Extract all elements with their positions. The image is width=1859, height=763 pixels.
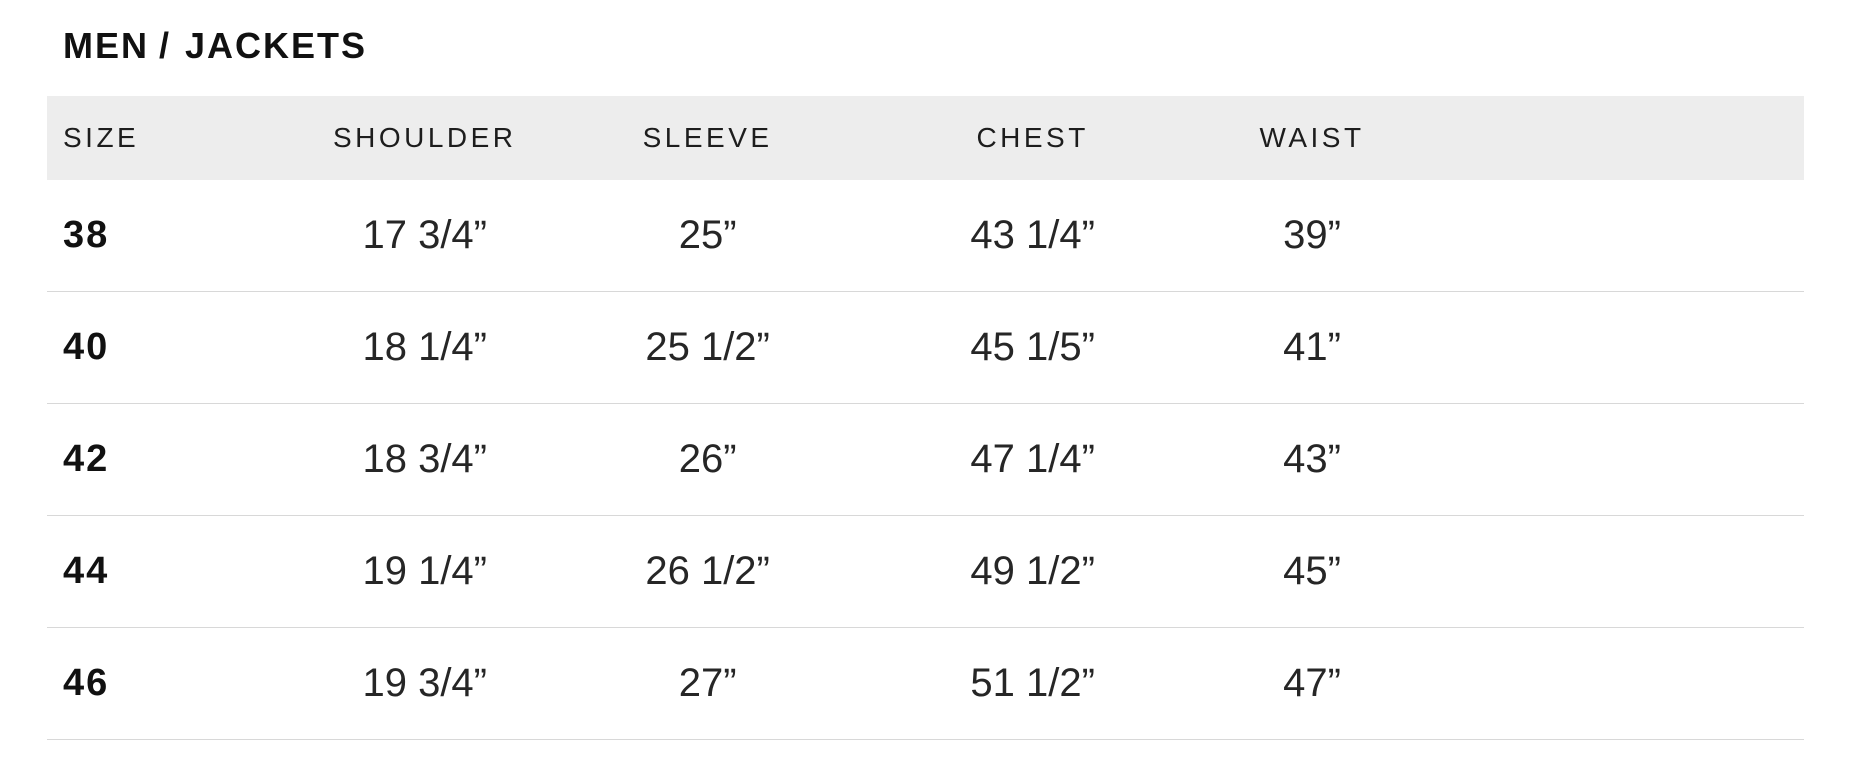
cell-sleeve: 26” <box>678 436 737 481</box>
table-row: 40 18 1/4” 25 1/2” 45 1/5” 41” <box>47 292 1804 404</box>
cell-size: 40 <box>63 325 110 368</box>
column-header-chest: CHEST <box>976 121 1089 153</box>
cell-waist: 43” <box>1283 436 1341 481</box>
column-header-shoulder: SHOULDER <box>332 121 517 153</box>
breadcrumb: MEN / JACKETS <box>0 0 1859 66</box>
cell-sleeve: 27” <box>678 660 737 705</box>
cell-sleeve: 25 1/2” <box>645 324 770 369</box>
cell-chest: 45 1/5” <box>970 324 1095 369</box>
cell-shoulder: 18 1/4” <box>362 324 487 369</box>
cell-waist: 47” <box>1283 660 1341 705</box>
table-row: 42 18 3/4” 26” 47 1/4” 43” <box>47 404 1804 516</box>
size-chart-table: SIZE SHOULDER SLEEVE CHEST WAIST 38 17 3… <box>47 95 1804 740</box>
breadcrumb-item: JACKETS <box>185 25 368 66</box>
cell-waist: 45” <box>1283 548 1341 593</box>
cell-size: 46 <box>63 661 110 704</box>
cell-waist: 41” <box>1283 324 1341 369</box>
cell-size: 42 <box>63 437 110 480</box>
cell-shoulder: 19 1/4” <box>362 548 487 593</box>
cell-shoulder: 17 3/4” <box>362 212 487 257</box>
table-body: 38 17 3/4” 25” 43 1/4” 39” 40 18 1/4” 25… <box>47 180 1804 740</box>
column-header-waist: WAIST <box>1259 121 1365 153</box>
breadcrumb-separator: / <box>159 25 172 66</box>
table-row: 46 19 3/4” 27” 51 1/2” 47” <box>47 628 1804 740</box>
cell-size: 44 <box>63 549 110 592</box>
breadcrumb-category: MEN <box>63 25 149 66</box>
cell-shoulder: 19 3/4” <box>362 660 487 705</box>
table-row: 44 19 1/4” 26 1/2” 49 1/2” 45” <box>47 516 1804 628</box>
column-header-size: SIZE <box>63 121 140 153</box>
cell-chest: 43 1/4” <box>970 212 1095 257</box>
cell-chest: 51 1/2” <box>970 660 1095 705</box>
cell-size: 38 <box>63 213 110 256</box>
cell-sleeve: 26 1/2” <box>645 548 770 593</box>
cell-chest: 49 1/2” <box>970 548 1095 593</box>
table-header-row: SIZE SHOULDER SLEEVE CHEST WAIST <box>47 95 1804 180</box>
cell-shoulder: 18 3/4” <box>362 436 487 481</box>
cell-waist: 39” <box>1283 212 1341 257</box>
column-header-sleeve: SLEEVE <box>642 121 773 153</box>
cell-sleeve: 25” <box>678 212 737 257</box>
table-row: 38 17 3/4” 25” 43 1/4” 39” <box>47 180 1804 292</box>
cell-chest: 47 1/4” <box>970 436 1095 481</box>
